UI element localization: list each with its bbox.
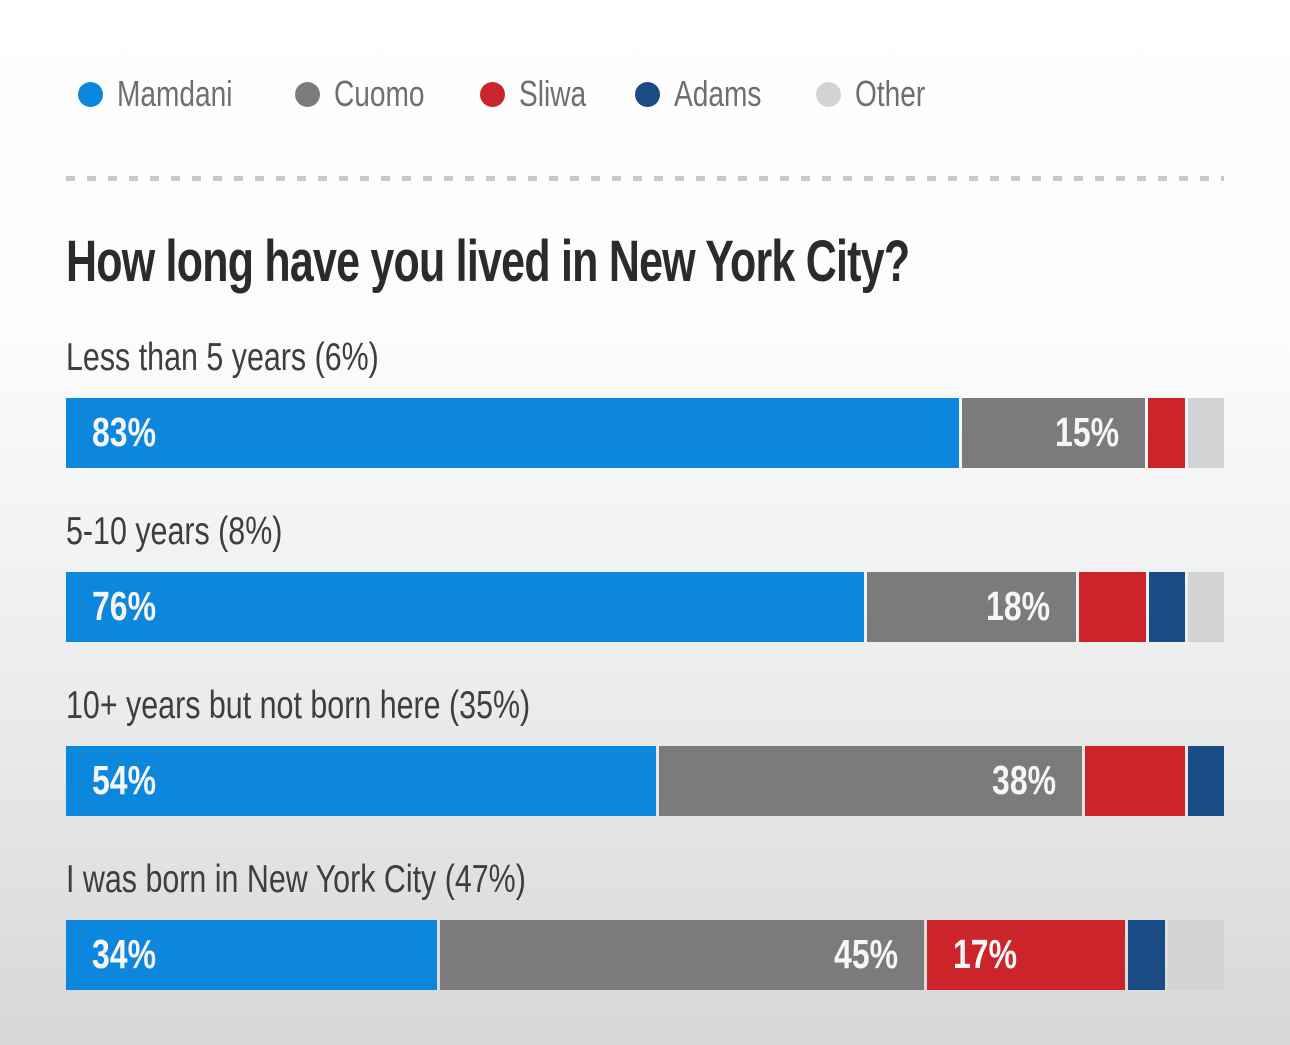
legend-label: Mamdani [117,73,233,114]
segment-value-label: 34% [92,931,157,978]
bar-group-5-10-years: 5-10 years (8%) 76% 18% [66,508,1224,642]
bar-segment-cuomo: 15% [962,397,1146,468]
adams-dot-icon [635,81,661,107]
row-label: I was born in New York City (47%) [66,857,526,901]
segment-value-label: 54% [92,757,157,804]
segment-value-label: 76% [92,583,157,630]
bar-segment-mamdani: 34% [66,919,438,990]
bar-segment-adams [1128,919,1165,990]
segment-value-label: 17% [952,931,1017,978]
segment-value-label: 45% [833,931,898,978]
bar-segment-mamdani: 83% [66,397,960,468]
bar-segment-adams [1187,745,1224,816]
sliwa-dot-icon [480,81,506,107]
other-dot-icon [816,81,842,107]
bar-segment-other [1167,919,1224,990]
bar-group-10-plus-years: 10+ years but not born here (35%) 54% 38% [66,682,1224,816]
chart-title: How long have you lived in New York City… [66,229,910,294]
row-label: 10+ years but not born here (35%) [66,683,531,727]
bar-segment-mamdani: 76% [66,571,865,642]
cuomo-dot-icon [295,81,321,107]
segment-value-label: 18% [986,583,1051,630]
legend-item-mamdani: Mamdani [78,76,265,112]
legend: Mamdani Cuomo Sliwa Adams Other [66,76,1224,112]
dashed-divider [66,176,1224,181]
bar-segment-sliwa [1079,571,1146,642]
segment-value-label: 38% [992,757,1057,804]
bar-segment-sliwa: 17% [926,919,1126,990]
stacked-bar: 54% 38% [66,745,1224,816]
bar-segment-adams [1148,571,1185,642]
bar-group-born-in-nyc: I was born in New York City (47%) 34% 45%… [66,856,1224,990]
poll-results-panel: Mamdani Cuomo Sliwa Adams Other How long… [66,76,1224,990]
bar-segment-other [1187,397,1224,468]
bar-segment-mamdani: 54% [66,745,657,816]
legend-label: Adams [674,73,762,114]
legend-item-adams: Adams [635,76,786,112]
bar-segment-cuomo: 18% [867,571,1077,642]
row-label: Less than 5 years (6%) [66,335,379,379]
legend-label: Sliwa [519,73,587,114]
segment-value-label: 83% [92,409,157,456]
segment-value-label: 15% [1055,409,1120,456]
bar-segment-other [1187,571,1224,642]
bar-segment-cuomo: 45% [440,919,924,990]
stacked-bar: 76% 18% [66,571,1224,642]
legend-label: Cuomo [334,73,425,114]
legend-item-other: Other [816,76,945,112]
legend-item-sliwa: Sliwa [480,76,605,112]
legend-label: Other [855,73,926,114]
stacked-bar: 34% 45% 17% [66,919,1224,990]
bar-group-less-than-5-years: Less than 5 years (6%) 83% 15% [66,334,1224,468]
bar-segment-sliwa [1148,397,1185,468]
mamdani-dot-icon [78,81,103,107]
row-label: 5-10 years (8%) [66,509,283,553]
bar-segment-cuomo: 38% [659,745,1083,816]
legend-item-cuomo: Cuomo [295,76,450,112]
bar-segment-sliwa [1085,745,1185,816]
stacked-bar: 83% 15% [66,397,1224,468]
